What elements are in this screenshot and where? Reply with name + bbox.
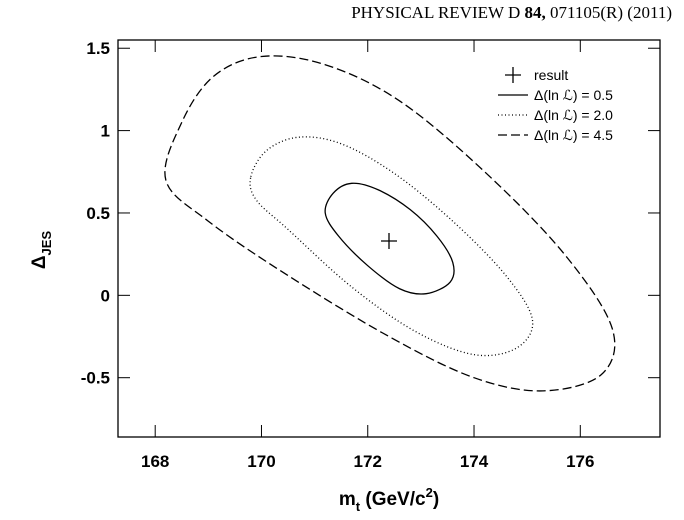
y-axis-title: ΔJES — [29, 231, 54, 270]
x-title-part: 2 — [426, 485, 433, 500]
page: 071105(R) (2011) — [550, 3, 672, 22]
x-title-part: (GeV/c — [360, 489, 426, 510]
y-title-part: JES — [39, 231, 54, 256]
legend-label: Δ(ln ℒ) = 4.5 — [534, 127, 613, 143]
x-tick-label: 170 — [247, 452, 275, 471]
y-tick-label: 1 — [101, 122, 110, 141]
legend-label: Δ(ln ℒ) = 0.5 — [534, 87, 613, 103]
volume: 84, — [525, 3, 546, 22]
x-title-part: m — [339, 489, 356, 510]
x-tick-label: 174 — [460, 452, 489, 471]
result-marker — [381, 232, 397, 249]
y-title-part: Δ — [29, 255, 50, 269]
x-tick-label: 176 — [566, 452, 594, 471]
legend-label: result — [534, 67, 568, 83]
y-tick-label: -0.5 — [81, 369, 110, 388]
contour-line — [249, 136, 534, 357]
plot-frame — [117, 39, 661, 438]
legend-marker — [505, 67, 521, 83]
header: PHYSICAL REVIEW D 84, 071105(R) (2011) — [351, 3, 672, 22]
x-axis-title: mt (GeV/c2) — [339, 485, 439, 514]
x-tick-label: 168 — [141, 452, 169, 471]
journal: PHYSICAL REVIEW D — [351, 3, 520, 22]
y-tick-label: 0.5 — [86, 204, 110, 223]
y-tick-label: 1.5 — [86, 39, 110, 58]
x-title-part: ) — [433, 489, 439, 510]
legend-label: Δ(ln ℒ) = 2.0 — [534, 107, 613, 123]
contour-line — [324, 182, 455, 295]
y-tick-label: 0 — [101, 286, 110, 305]
x-tick-label: 172 — [354, 452, 382, 471]
x-title-part: t — [356, 499, 361, 514]
contour-line — [164, 55, 616, 392]
